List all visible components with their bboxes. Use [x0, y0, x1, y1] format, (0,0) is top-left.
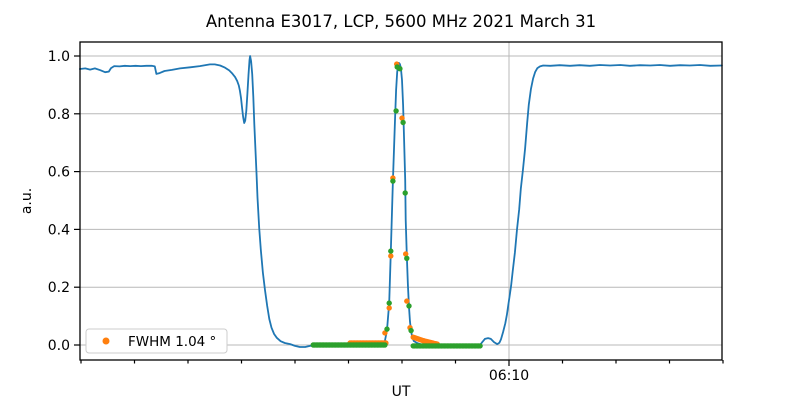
chart-title: Antenna E3017, LCP, 5600 MHz 2021 March …: [206, 12, 596, 31]
fit-samples-point: [402, 190, 408, 196]
fit-samples-point: [477, 343, 483, 349]
axis-tick-labels: 0.0 0.2 0.4 0.6 0.8 1.0 06:10: [48, 49, 529, 384]
fit-samples-point: [397, 66, 403, 72]
y-axis-label: a.u.: [19, 188, 35, 214]
legend-box: [85, 328, 228, 354]
fit-samples-point: [390, 178, 396, 184]
measured-samples-point: [403, 251, 409, 257]
x-tick-label: 06:10: [489, 368, 529, 384]
x-axis-label: UT: [392, 384, 411, 400]
legend-label: FWHM 1.04 °: [128, 334, 216, 350]
y-tick-label: 0.0: [48, 338, 70, 354]
fit-samples-point: [384, 326, 390, 332]
measured-samples-point: [388, 253, 394, 259]
y-tick-label: 0.8: [48, 107, 70, 123]
measured-samples-point: [404, 298, 410, 304]
plot-frame: [79, 41, 723, 361]
fit-samples-point: [382, 342, 388, 348]
fit-samples-point: [406, 303, 412, 309]
fit-samples-point: [388, 248, 394, 254]
plot-series: [79, 55, 723, 349]
measured-samples-point: [386, 305, 392, 311]
legend: FWHM 1.04 °: [85, 328, 228, 354]
legend-marker-dot: [102, 337, 110, 345]
fit-samples-point: [404, 255, 410, 261]
measured-samples-point: [399, 115, 405, 121]
fit-samples-point: [400, 119, 406, 126]
fit-samples-point: [408, 327, 414, 334]
y-tick-label: 0.6: [48, 165, 70, 181]
fit-samples-point: [393, 108, 399, 114]
y-tick-label: 0.4: [48, 222, 70, 238]
y-tick-label: 1.0: [48, 49, 70, 65]
fit-samples-point: [386, 300, 392, 306]
signal-line: [79, 55, 723, 348]
y-tick-label: 0.2: [48, 280, 70, 296]
axis-ticks: [74, 55, 724, 366]
